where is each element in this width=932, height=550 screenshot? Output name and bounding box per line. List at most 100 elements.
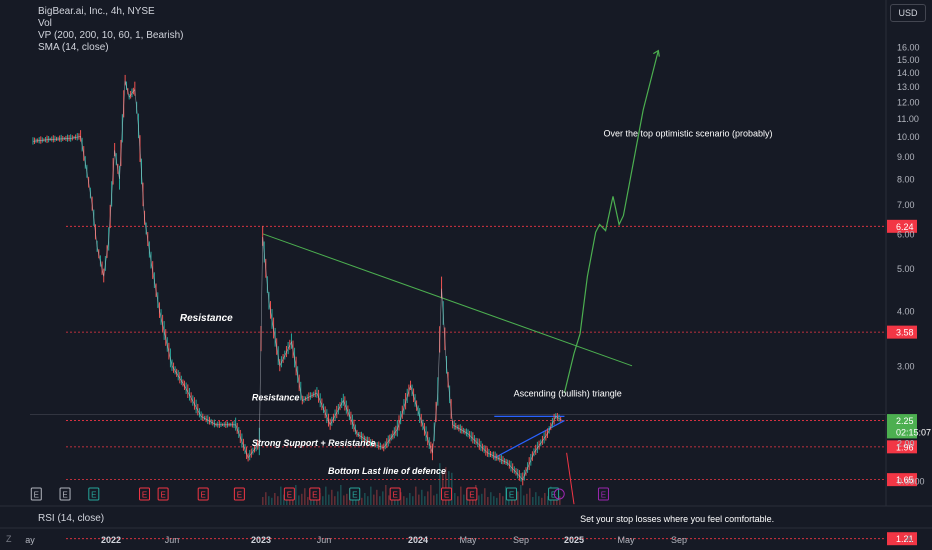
volume-bar <box>289 496 291 505</box>
volume-bar <box>430 485 432 505</box>
price-label-text: 1.21 <box>896 534 914 544</box>
volume-bar <box>343 495 345 505</box>
volume-bar <box>370 486 372 505</box>
earnings-marker-box <box>283 487 295 501</box>
price-tick-label: 13.00 <box>897 82 920 92</box>
volume-bar <box>277 496 279 505</box>
volume-bar <box>376 489 378 505</box>
earnings-marker-box <box>157 487 169 501</box>
volume-bar <box>352 497 354 505</box>
volume-bar <box>367 496 369 505</box>
time-tick-label: 2023 <box>251 535 271 545</box>
annotation-text: Over the top optimistic scenario (probab… <box>603 129 772 139</box>
price-label-box <box>887 425 917 439</box>
volume-bar <box>544 493 546 505</box>
volume-bar <box>268 496 270 505</box>
projection-series <box>563 49 660 394</box>
earnings-marker-label: E <box>160 491 165 500</box>
earnings-marker-label: E <box>601 491 606 500</box>
zoom-icon[interactable]: Z <box>6 534 12 544</box>
volume-bar <box>478 495 480 505</box>
price-tick-label: 9.00 <box>897 152 915 162</box>
earnings-marker-box <box>466 487 478 501</box>
volume-bar <box>331 489 333 505</box>
volume-bar <box>541 497 543 505</box>
volume-bar <box>532 497 534 505</box>
time-tick-label: 2025 <box>564 535 584 545</box>
earnings-marker-label: E <box>469 491 474 500</box>
volume-bar <box>496 497 498 505</box>
volume-bar <box>271 497 273 505</box>
indicator-volume[interactable]: Vol <box>38 18 52 29</box>
price-axis[interactable]: 16.00 15.00 14.00 13.00 12.00 11.00 10.00 9.00 8… <box>885 0 925 506</box>
earnings-marker-label: E <box>444 491 449 500</box>
rsi-indicator-label[interactable]: RSI (14, close) <box>38 513 105 524</box>
currency-button[interactable]: USD <box>890 4 926 22</box>
volume-bar <box>340 485 342 505</box>
volume-bar <box>433 495 435 505</box>
price-tick-label: 6.00 <box>897 229 915 239</box>
volume-bar <box>400 492 402 505</box>
volume-bar <box>454 493 456 505</box>
symbol-title[interactable]: BigBear.ai, Inc., 4h, NYSE <box>38 6 155 17</box>
volume-bar <box>481 493 483 505</box>
price-label-box <box>887 219 917 233</box>
earnings-marker-box <box>309 487 321 501</box>
price-tick-label: 3.00 <box>897 361 915 371</box>
earnings-marker-label: E <box>287 491 292 500</box>
volume-bar <box>460 486 462 505</box>
volume-bar <box>457 496 459 505</box>
volume-bar <box>445 467 447 505</box>
time-tick-label: ay <box>25 535 35 545</box>
volume-bar <box>505 486 507 505</box>
volume-bar <box>388 495 390 505</box>
earnings-marker-label: E <box>352 491 357 500</box>
earnings-marker-box <box>349 487 361 501</box>
price-tick-label: 2.00 <box>897 439 915 449</box>
price-label-text: 1.65 <box>896 475 914 485</box>
volume-bar <box>325 486 327 505</box>
volume-bar <box>523 495 525 505</box>
price-label-box <box>887 440 917 454</box>
time-tick-label: May <box>459 535 477 545</box>
earnings-marker-label: E <box>142 491 147 500</box>
volume-bar <box>316 497 318 505</box>
volume-bar <box>274 493 276 505</box>
price-tick-label: 16.00 <box>897 43 920 53</box>
volume-bar <box>322 496 324 505</box>
volume-bar <box>382 491 384 505</box>
price-tick-label: 11.00 <box>897 114 919 124</box>
volume-bar <box>517 491 519 505</box>
volume-bar <box>304 488 306 505</box>
indicator-sma[interactable]: SMA (14, close) <box>38 42 109 53</box>
time-tick-label: Jun <box>317 535 332 545</box>
volume-bar <box>526 493 528 505</box>
annotation-text: Set your stop losses where you feel comf… <box>580 514 774 524</box>
volume-bar <box>262 497 264 505</box>
auto-scale-icon[interactable]: A <box>906 534 913 544</box>
earnings-marker-box <box>30 487 42 501</box>
earnings-marker-box <box>441 487 453 501</box>
indicator-volume-profile[interactable]: VP (200, 200, 10, 60, 1, Bearish) <box>38 30 184 41</box>
volume-bar <box>346 493 348 505</box>
time-axis[interactable]: ay 2022 Jun 2023 Jun 2024 May Sep 2025 May Sep <box>25 535 687 545</box>
time-tick-label: Sep <box>513 535 529 545</box>
time-tick-label: 2024 <box>408 535 428 545</box>
annotation-text: Strong Support + Resistance <box>252 438 376 448</box>
earnings-marker-box <box>59 487 71 501</box>
stop-loss-arrow <box>566 452 575 505</box>
annotation-text: Resistance <box>180 313 233 324</box>
earnings-marker-label: E <box>392 491 397 500</box>
earnings-marker-label: E <box>62 491 67 500</box>
annotation-text: Ascending (bullish) triangle <box>514 389 622 399</box>
volume-bar <box>295 485 297 505</box>
volume-bar <box>307 497 309 505</box>
volume-bar <box>301 493 303 505</box>
volume-bar <box>487 497 489 505</box>
volume-bar <box>283 494 285 505</box>
earnings-marker-label: E <box>509 491 514 500</box>
price-series <box>32 74 563 486</box>
volume-bar <box>439 463 441 505</box>
volume-bar <box>547 496 549 505</box>
